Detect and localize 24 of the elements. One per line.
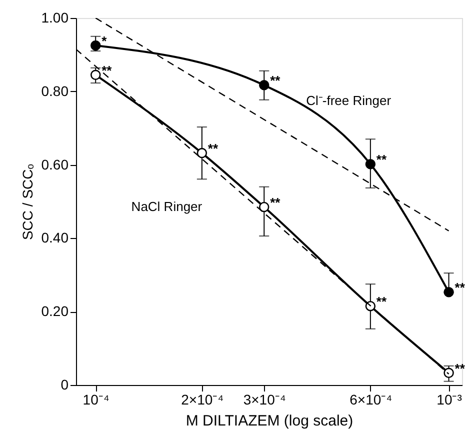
y-tick-label: 0.60 [41, 156, 69, 172]
annotation: ** [376, 294, 388, 310]
x-axis-title: M DILTIAZEM (log scale) [186, 412, 354, 430]
annotation: ** [208, 141, 219, 156]
annotation: ** [270, 195, 282, 210]
annotation: ** [454, 360, 466, 376]
annotation: ** [270, 73, 282, 88]
y-tick-label: 0.20 [41, 303, 69, 320]
x-tick-label: 10⁻³ [436, 392, 462, 408]
annotation: ** [376, 152, 388, 168]
text: NaCl Ringer [131, 199, 203, 214]
series-label: Cl⁻-free Ringer [306, 93, 392, 108]
y-tick-label: 1.00 [41, 10, 69, 26]
x-tick-label: 2×10⁻⁴ [181, 392, 224, 408]
x-tick-label: 3×10⁻⁴ [243, 392, 286, 408]
x-tick-label: 6×10⁻⁴ [350, 392, 392, 408]
annotation: ** [102, 62, 113, 78]
annotation: ** [454, 280, 466, 296]
y-tick-label: 0 [60, 376, 69, 392]
x-tick-label: 10⁻⁴ [82, 392, 110, 408]
y-axis-title: SCC / SCCₒ [19, 164, 36, 240]
y-tick-label: 0.40 [41, 230, 69, 246]
y-tick-label: 0.80 [41, 82, 69, 99]
annotation: * [102, 34, 108, 49]
